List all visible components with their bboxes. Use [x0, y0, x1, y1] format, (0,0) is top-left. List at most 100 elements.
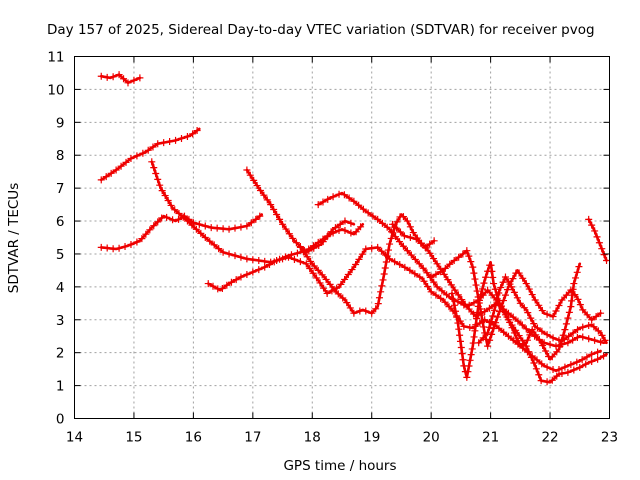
- x-tick-label: 14: [66, 430, 83, 446]
- data-point: [441, 264, 449, 272]
- data-point: [433, 283, 441, 291]
- data-point: [237, 273, 245, 281]
- data-point: [466, 356, 474, 364]
- y-tick-label: 9: [56, 115, 65, 131]
- data-point: [372, 305, 380, 313]
- data-point: [223, 281, 231, 289]
- data-point: [149, 143, 157, 151]
- data-point: [492, 301, 500, 309]
- data-point: [443, 291, 451, 299]
- data-point: [411, 270, 419, 278]
- y-tick-label: 5: [56, 247, 65, 263]
- data-point: [579, 306, 587, 314]
- data-point: [406, 234, 414, 241]
- data-point: [175, 210, 183, 218]
- data-point: [97, 176, 105, 184]
- data-point: [533, 324, 541, 332]
- data-point: [501, 273, 509, 281]
- data-point: [493, 295, 501, 303]
- x-axis-label: GPS time / hours: [283, 458, 396, 474]
- data-point: [136, 74, 144, 82]
- data-point: [306, 265, 314, 273]
- data-point: [109, 245, 117, 253]
- data-point: [412, 235, 420, 243]
- data-point: [282, 225, 290, 233]
- data-point: [477, 291, 485, 299]
- data-point: [522, 280, 530, 288]
- data-point: [463, 373, 471, 381]
- data-point: [598, 245, 606, 253]
- data-point: [227, 278, 235, 286]
- data-point: [285, 230, 293, 238]
- data-point: [392, 233, 399, 241]
- data-point: [516, 299, 524, 307]
- y-tick-label: 4: [56, 280, 65, 296]
- data-point: [525, 348, 533, 356]
- data-point: [337, 280, 345, 288]
- chart-title: Day 157 of 2025, Sidereal Day-to-day VTE…: [47, 22, 595, 38]
- data-point: [347, 229, 355, 237]
- data-point: [454, 291, 462, 299]
- data-point: [154, 218, 162, 226]
- data-point: [576, 301, 584, 309]
- data-point: [490, 325, 498, 333]
- data-point: [578, 356, 586, 364]
- data-point: [327, 228, 335, 236]
- x-tick-label: 15: [125, 430, 142, 446]
- data-point: [231, 224, 239, 232]
- data-point: [569, 329, 577, 337]
- data-point: [573, 268, 581, 276]
- data-point: [178, 134, 185, 142]
- data-point: [276, 215, 284, 223]
- data-point: [543, 378, 551, 386]
- data-point: [219, 248, 227, 256]
- data-point: [273, 210, 281, 218]
- data-point: [270, 258, 278, 266]
- data-point: [355, 201, 363, 209]
- data-point: [148, 158, 156, 166]
- data-point: [585, 215, 593, 223]
- data-point: [487, 261, 495, 269]
- data-point: [450, 301, 458, 309]
- data-point: [598, 331, 606, 339]
- data-point: [489, 312, 497, 320]
- data-point: [416, 273, 424, 281]
- data-point: [561, 363, 569, 371]
- data-point: [579, 323, 587, 331]
- data-point: [597, 338, 605, 346]
- data-point: [549, 334, 557, 342]
- data-point: [501, 291, 509, 299]
- data-point: [592, 312, 600, 320]
- data-point: [585, 322, 593, 330]
- data-point: [446, 260, 454, 268]
- data-point: [256, 212, 264, 220]
- data-point: [539, 342, 547, 350]
- data-point: [352, 261, 360, 269]
- data-point: [481, 308, 489, 316]
- data-point: [237, 253, 245, 261]
- data-point: [564, 339, 572, 347]
- data-point: [249, 256, 257, 264]
- data-point: [255, 266, 263, 274]
- data-point: [466, 323, 474, 331]
- data-point: [504, 278, 512, 286]
- data-point: [588, 357, 596, 365]
- data-point: [523, 336, 531, 344]
- data-point: [533, 356, 541, 364]
- data-point: [488, 330, 496, 338]
- data-point: [469, 263, 477, 271]
- data-point: [183, 217, 191, 225]
- data-point: [158, 187, 166, 195]
- data-point: [345, 194, 353, 202]
- data-point: [542, 347, 550, 355]
- x-tick-label: 19: [363, 430, 380, 446]
- data-point: [309, 269, 317, 277]
- data-point: [570, 366, 578, 374]
- x-tick-label: 20: [423, 430, 440, 446]
- data-point: [336, 220, 344, 228]
- data-point: [316, 279, 324, 287]
- data-point: [515, 339, 523, 347]
- data-point: [399, 242, 407, 250]
- data-point: [491, 285, 499, 293]
- data-point: [401, 263, 409, 271]
